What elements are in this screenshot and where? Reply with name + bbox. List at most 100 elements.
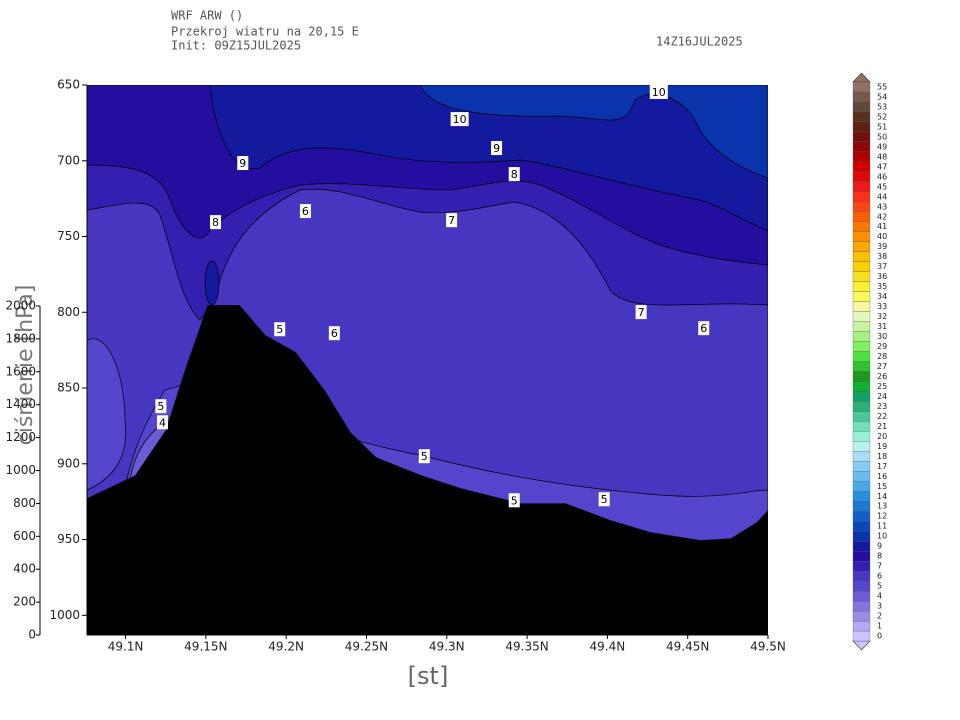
colorbar-label: 40 (877, 232, 887, 241)
colorbar-swatch (852, 271, 871, 282)
contour-label: 8 (212, 216, 219, 229)
colorbar-label: 47 (877, 162, 887, 171)
y2-tick-label: 2000 (5, 299, 36, 313)
contour-label-bg (299, 204, 311, 219)
contour-label-bg (446, 213, 458, 228)
colorbar-swatch (852, 560, 871, 572)
colorbar-swatch (852, 171, 871, 182)
colorbar-swatch (852, 221, 871, 232)
colorbar-swatch (852, 431, 871, 442)
colorbar-label: 13 (877, 502, 887, 511)
colorbar-swatch (852, 211, 871, 222)
colorbar-swatch (852, 421, 871, 432)
colorbar-swatch (852, 600, 871, 612)
x-tick-label: 49.35N (505, 640, 548, 654)
contour-region (419, 85, 768, 179)
init-time: Init: 09Z15JUL2025 (171, 39, 301, 53)
colorbar-label: 8 (877, 552, 882, 561)
colorbar-label: 48 (877, 152, 887, 161)
colorbar-swatch (852, 551, 871, 562)
y2-tick-label: 1400 (5, 397, 36, 411)
colorbar-label: 31 (877, 322, 887, 331)
colorbar-swatch (852, 91, 871, 103)
y2-tick-label: 400 (13, 562, 36, 576)
colorbar-swatch (852, 461, 871, 472)
contour-region (204, 260, 220, 306)
colorbar-label: 23 (877, 402, 887, 411)
contour-label-bg (328, 326, 340, 341)
colorbar-swatch (852, 241, 871, 252)
colorbar-swatch (852, 471, 871, 482)
colorbar-label: 39 (877, 242, 887, 251)
colorbar-label: 9 (877, 542, 882, 551)
contour-label-bg (635, 305, 647, 320)
contour-label-bg (491, 141, 503, 156)
colorbar-label: 52 (877, 112, 887, 121)
colorbar-label: 16 (877, 472, 887, 481)
colorbar-label: 36 (877, 272, 887, 281)
colorbar-label: 22 (877, 412, 887, 421)
colorbar-label: 18 (877, 452, 887, 461)
colorbar-label: 17 (877, 462, 887, 471)
x-tick-label: 49.4N (590, 640, 626, 654)
colorbar-label: 27 (877, 362, 887, 371)
colorbar-swatch (852, 441, 871, 452)
x-tick-label: 49.45N (666, 640, 709, 654)
colorbar-label: 3 (877, 602, 882, 611)
colorbar-label: 5 (877, 582, 882, 591)
colorbar-label: 20 (877, 432, 887, 441)
colorbar-swatch (852, 391, 871, 402)
colorbar-label: 50 (877, 132, 887, 141)
colorbar-swatch (852, 411, 871, 422)
contour-label-bg (237, 156, 249, 171)
colorbar-swatch (852, 371, 871, 382)
colorbar-label: 10 (877, 532, 887, 541)
colorbar-swatch (852, 291, 871, 302)
colorbar-swatch (852, 610, 871, 622)
colorbar-swatch (852, 321, 871, 332)
colorbar-swatch (852, 620, 871, 632)
contour-label-bg (508, 493, 520, 508)
colorbar-swatch (852, 201, 871, 212)
colorbar-swatch (852, 331, 871, 342)
colorbar-swatch (852, 281, 871, 292)
colorbar-bottom-arrow (852, 640, 871, 651)
y2-tick-label: 1200 (5, 430, 36, 444)
contour-label-bg (209, 215, 221, 230)
colorbar-swatch (852, 630, 871, 642)
y2-tick-label: 600 (13, 529, 36, 543)
colorbar-swatch (852, 481, 871, 492)
y-axis-label: ciśnienie [hPa] (13, 285, 38, 446)
colorbar-swatch (852, 161, 871, 172)
colorbar-label: 34 (877, 292, 887, 301)
colorbar-label: 19 (877, 442, 887, 451)
y2-tick-label: 0 (28, 628, 36, 642)
contour-label-bg (649, 84, 668, 99)
colorbar-swatch (852, 541, 871, 552)
colorbar-swatch (852, 401, 871, 412)
y2-tick-label: 200 (13, 595, 36, 609)
contour-label-bg (598, 492, 610, 507)
colorbar-label: 42 (877, 212, 887, 221)
colorbar-label: 24 (877, 392, 887, 401)
colorbar-label: 29 (877, 342, 887, 351)
y2-tick-label: 1000 (5, 463, 36, 477)
colorbar-swatch (852, 101, 871, 113)
colorbar-swatch (852, 570, 871, 582)
y-tick-label: 1000 (49, 608, 80, 622)
colorbar-swatch (852, 341, 871, 352)
y-tick-label: 700 (57, 153, 80, 167)
colorbar-swatch (852, 181, 871, 192)
model-title: WRF ARW () (171, 9, 243, 23)
colorbar-label: 7 (877, 562, 882, 571)
contour-label-bg (508, 167, 520, 182)
colorbar-label: 32 (877, 312, 887, 321)
contour-region (209, 85, 768, 231)
colorbar-swatch (852, 111, 871, 123)
colorbar-swatch (852, 191, 871, 202)
y2-tick-label: 800 (13, 496, 36, 510)
colorbar-swatch (852, 491, 871, 502)
x-tick-label: 49.2N (268, 640, 304, 654)
colorbar-label: 1 (877, 622, 882, 631)
contour-label: 7 (638, 306, 645, 319)
